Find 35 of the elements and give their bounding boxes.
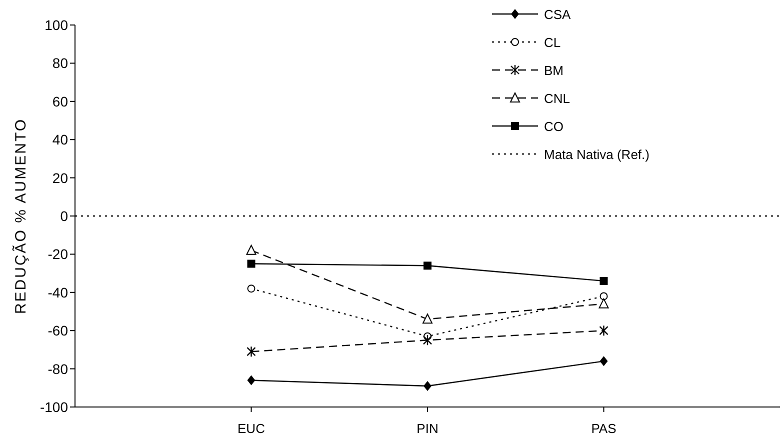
point [246,244,256,255]
y-tick-label: -100 [40,398,68,415]
legend-label: CSA [544,7,572,22]
point [600,276,608,285]
x-tick-label: PAS [591,421,617,436]
legend-label: BM [544,63,564,78]
legend-label: CO [544,119,564,134]
point [422,334,432,346]
y-tick-label: 100 [44,16,68,33]
legend-label: CL [544,35,561,50]
y-tick-label: -60 [48,322,68,339]
point [424,262,432,270]
y-tick-label: 80 [52,55,68,72]
point [598,298,609,308]
legend-label: Mata Nativa (Ref.) [544,147,650,162]
point [247,375,256,386]
y-tick-label: -40 [48,284,68,300]
point [247,260,256,268]
y-tick-label: 0 [60,208,68,224]
y-tick-label: 20 [52,170,68,186]
x-tick-label: EUC [238,421,265,436]
point [600,356,608,366]
point [422,314,432,324]
y-tick-label: -80 [48,360,68,377]
x-tick-label: PIN [416,421,438,436]
point [246,346,256,358]
y-tick-label: -20 [48,246,68,262]
point [599,325,608,336]
point [424,380,432,391]
y-axis-title: REDUÇÃO % AUMENTO [11,118,30,314]
y-tick-label: 40 [52,132,68,148]
point [600,292,608,300]
y-tick-label: 60 [52,93,68,110]
legend-label: CNL [544,91,570,106]
point [247,284,256,293]
